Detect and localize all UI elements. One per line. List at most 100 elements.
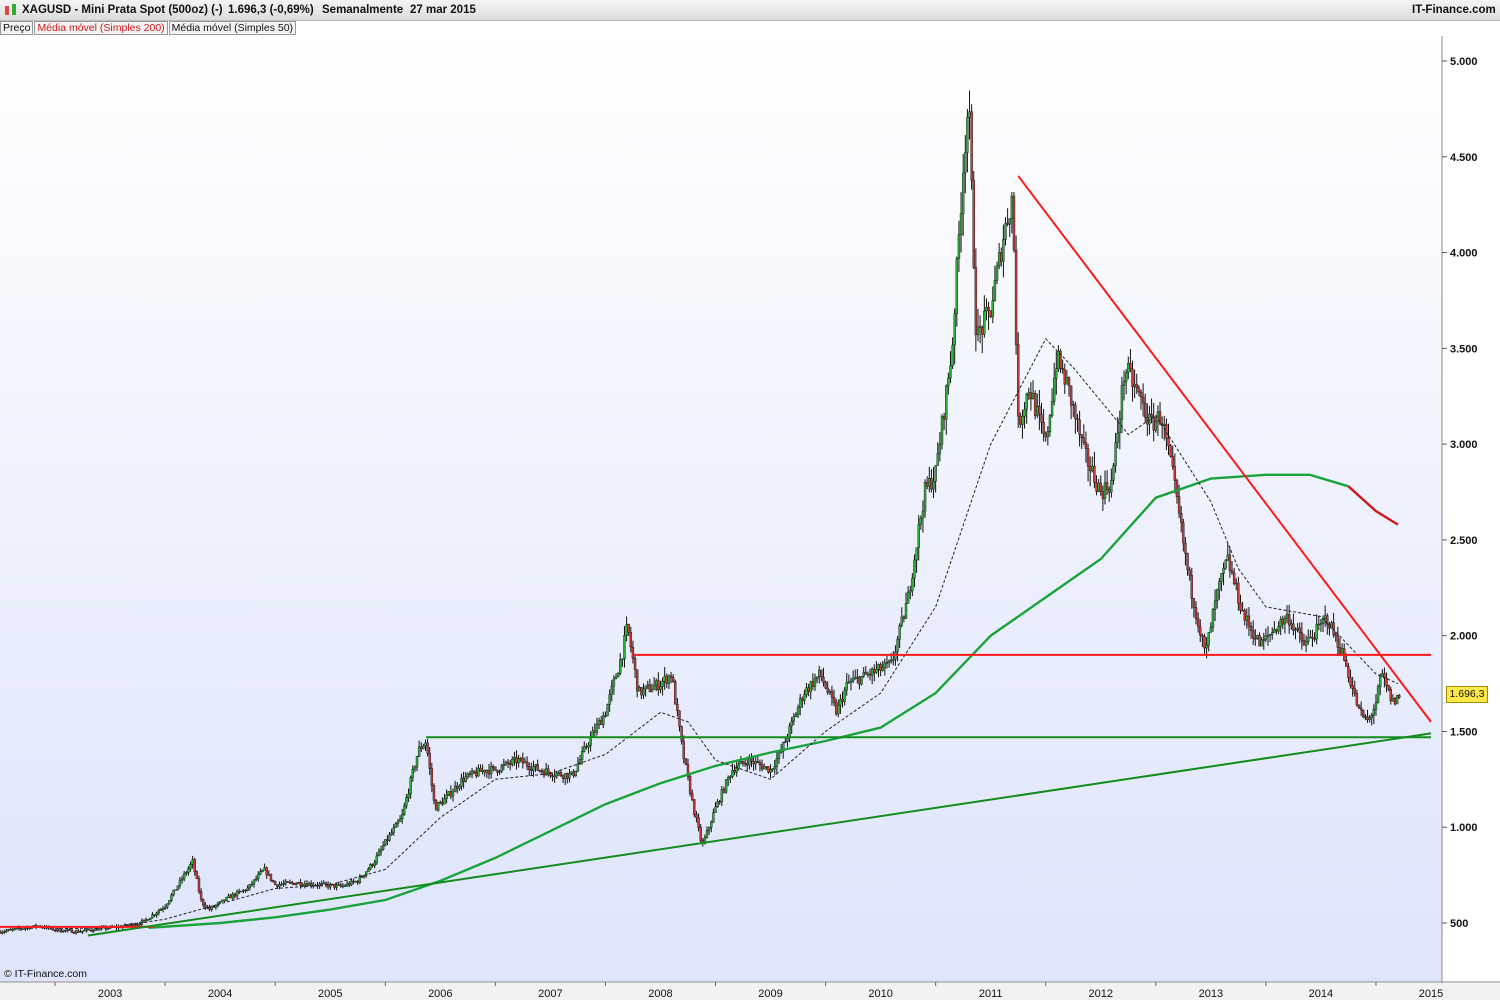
candle-up [1008, 218, 1011, 238]
candle-up [991, 286, 995, 324]
y-tick-label: 4.500 [1450, 152, 1478, 164]
x-tick-label: 2004 [208, 988, 232, 1000]
candle-up [659, 680, 662, 694]
candle-down [1076, 413, 1079, 432]
candle-up [1215, 588, 1219, 609]
candle-up [261, 869, 264, 873]
candle-up [993, 265, 997, 302]
candle-down [1033, 390, 1037, 420]
candle-up [1315, 614, 1318, 645]
candle-down [686, 758, 690, 781]
candle-down [697, 813, 700, 832]
candle-down [1292, 613, 1295, 636]
candle-up [961, 154, 965, 236]
candle-up [644, 685, 647, 697]
candle-up [771, 768, 774, 772]
x-tick-label: 2009 [758, 988, 782, 1000]
candle-down [1336, 626, 1340, 657]
candle-up [350, 878, 353, 887]
candle-up [1395, 694, 1399, 705]
candle-up [883, 658, 887, 676]
ma200-line-rising [148, 473, 1349, 929]
candle-down [1017, 332, 1020, 429]
candle-down [699, 824, 702, 845]
candle-up [417, 740, 421, 758]
candle-up [951, 337, 954, 369]
candle-down [536, 759, 539, 771]
candle-up [1368, 715, 1371, 723]
candle-up [614, 673, 618, 680]
legend-ma200[interactable]: Média móvel (Simples 200) [34, 21, 168, 35]
candle-up [422, 743, 425, 750]
candle-down [1266, 626, 1270, 646]
candle-down [1061, 359, 1064, 374]
candle-down [1201, 633, 1204, 647]
candle-down [1387, 684, 1390, 692]
candle-up [458, 784, 461, 792]
candle-down [1167, 423, 1170, 456]
candle-up [650, 683, 654, 693]
candle-up [839, 694, 842, 714]
candle-down [974, 248, 978, 352]
candle-down [1144, 393, 1147, 423]
candle-up [149, 917, 152, 921]
candle-down [72, 931, 76, 934]
period-label: Semanalmente [322, 4, 404, 16]
candle-down [1190, 567, 1193, 609]
candle-up [11, 927, 14, 932]
candle-down [1080, 433, 1083, 449]
candle-up [180, 875, 184, 884]
candle-up [1283, 615, 1287, 634]
candle-down [741, 760, 745, 767]
candle-up [769, 764, 772, 779]
candle-up [1268, 633, 1272, 643]
candle-up [775, 751, 779, 774]
candle-up [182, 871, 186, 882]
candle-up [940, 414, 944, 450]
candle-up [318, 882, 321, 889]
legend-ma50[interactable]: Média móvel (Simples 50) [168, 21, 297, 35]
candle-up [602, 711, 605, 729]
candle-up [161, 905, 165, 913]
candle-down [430, 762, 434, 793]
candle-up [845, 672, 848, 696]
candle-down [1086, 443, 1090, 482]
candle-up [652, 676, 656, 690]
y-tick-label: 1.500 [1450, 726, 1478, 738]
candle-up [532, 760, 535, 778]
candle-up [773, 759, 776, 775]
candle-down [1093, 451, 1096, 489]
candle-up [500, 763, 503, 773]
y-tick-label: 2.500 [1450, 535, 1478, 547]
x-tick-label: 2003 [98, 988, 122, 1000]
candle-up [343, 883, 347, 888]
candle-up [415, 756, 419, 772]
candle-down [657, 672, 660, 696]
candle-down [521, 752, 525, 769]
legend-price[interactable]: Preço [0, 21, 34, 35]
candle-up [705, 826, 709, 839]
candle-up [1376, 684, 1380, 704]
candle-up [1154, 415, 1158, 433]
price-quote: 1.696,3 (-0,69%) [228, 4, 314, 16]
candle-down [1357, 704, 1361, 709]
candle-down [832, 689, 836, 707]
candle-down [674, 679, 677, 705]
candle-up [297, 881, 300, 884]
candle-up [724, 779, 728, 794]
candle-down [682, 735, 685, 764]
candle-down [479, 764, 482, 772]
candle-down [1385, 672, 1388, 693]
candle-up [710, 820, 713, 833]
candle-up [396, 818, 400, 827]
candle-down [434, 798, 438, 811]
candle-down [635, 669, 639, 698]
candle-up [498, 769, 501, 775]
candle-up [1209, 622, 1213, 633]
candle-down [1067, 376, 1071, 397]
candle-up [282, 879, 285, 887]
x-tick-label: 2013 [1199, 988, 1223, 1000]
candle-down [1298, 622, 1301, 643]
